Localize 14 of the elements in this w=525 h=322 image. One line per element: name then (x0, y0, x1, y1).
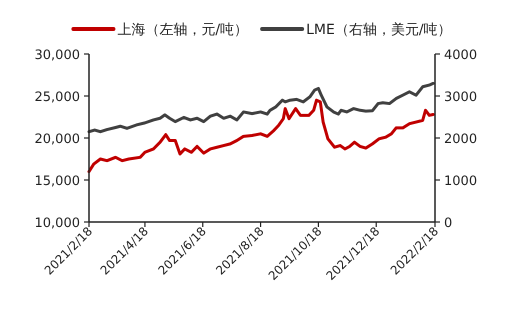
y-tick-label: 30,000 (34, 48, 80, 63)
y-tick-label: 20,000 (34, 132, 80, 147)
legend-label: 上海（左轴，元/吨） (117, 22, 248, 38)
y-tick-label: 25,000 (34, 90, 80, 105)
line-series (88, 82, 435, 134)
y2-tick-label: 1000 (444, 174, 478, 189)
y2-tick-label: 2000 (444, 132, 478, 147)
y2-tick-label: 3000 (444, 90, 478, 105)
legend-label: LME（右轴，美元/吨） (306, 22, 452, 38)
y2-tick-label: 0 (444, 216, 452, 231)
y2-tick-label: 4000 (444, 48, 478, 63)
line-series (88, 98, 435, 174)
y-tick-label: 15,000 (34, 174, 80, 189)
y-tick-label: 10,000 (34, 216, 80, 231)
